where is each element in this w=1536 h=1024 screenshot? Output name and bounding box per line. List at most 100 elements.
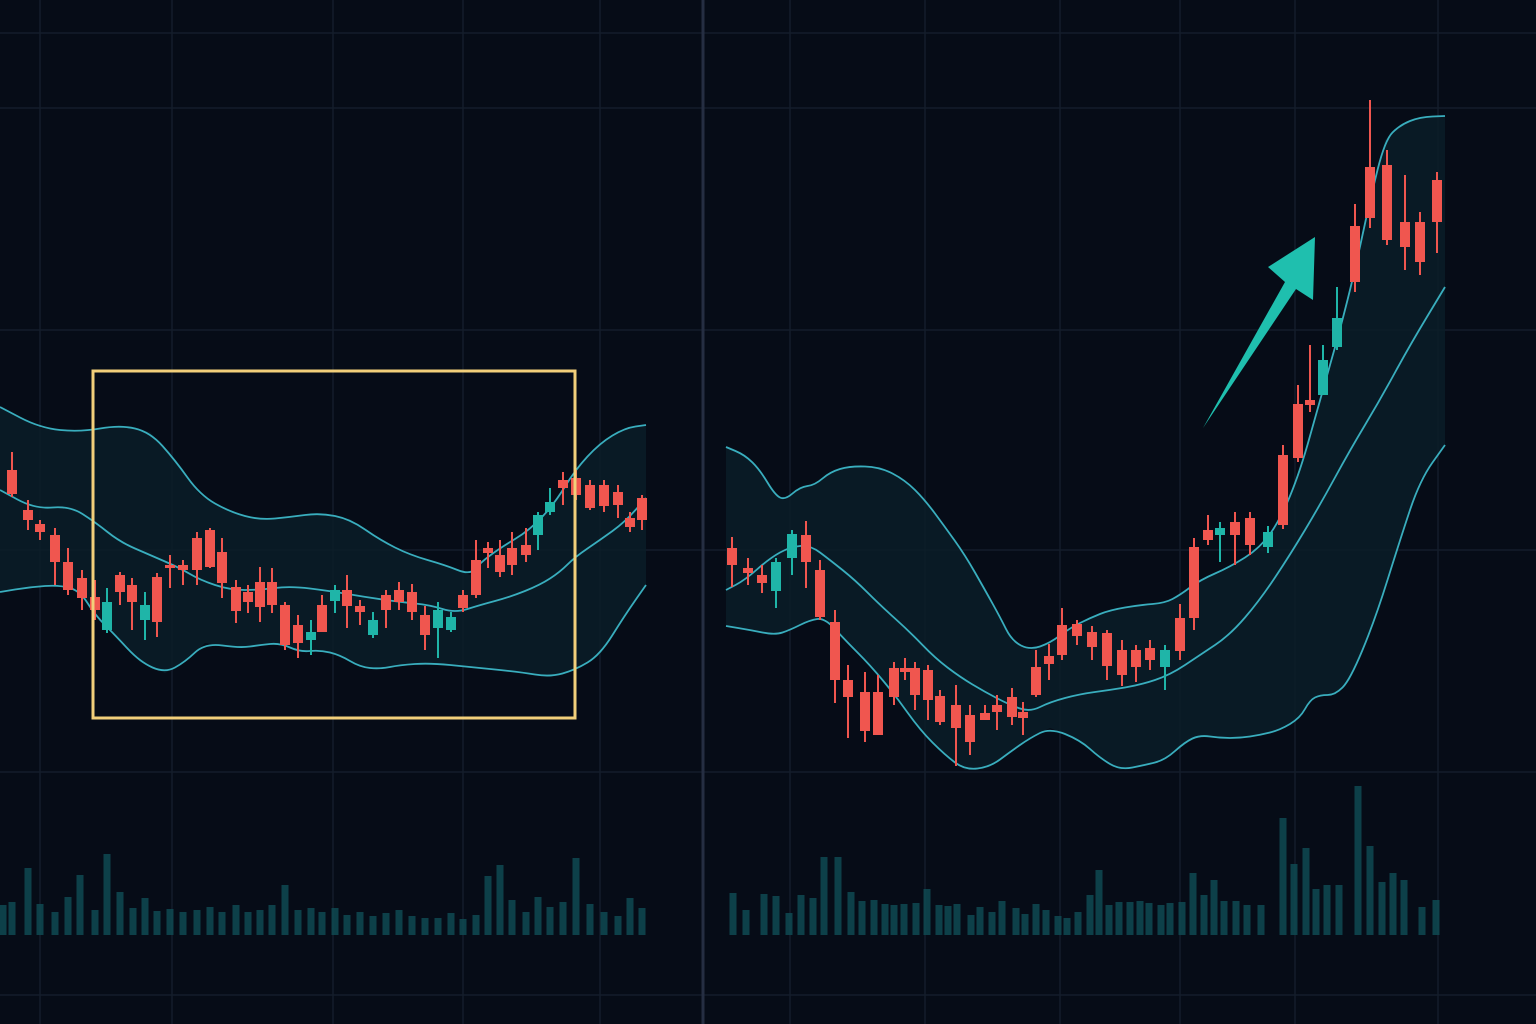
volume-bar — [760, 894, 768, 935]
volume-bar — [447, 913, 455, 935]
volume-bar — [294, 910, 302, 935]
bullish-candle — [140, 592, 150, 640]
candle-body — [801, 535, 811, 562]
bullish-candle — [771, 558, 781, 608]
candle-body — [330, 590, 340, 601]
volume-bar — [1200, 895, 1208, 935]
bearish-candle — [1350, 204, 1360, 292]
candle-body — [342, 590, 352, 606]
volume-bar — [1354, 786, 1362, 935]
bearish-candle — [243, 585, 253, 613]
bullish-candle — [102, 588, 112, 633]
volume-bar — [153, 911, 161, 935]
volume-bar — [1432, 900, 1440, 935]
volume-bar — [935, 905, 943, 935]
candle-body — [951, 705, 961, 728]
volume-bar — [1012, 908, 1020, 935]
candle-body — [757, 575, 767, 583]
volume-bar — [1418, 907, 1426, 935]
left-chart-panel — [0, 369, 647, 935]
bearish-candle — [342, 575, 352, 628]
candle-body — [407, 592, 417, 612]
volume-bar — [638, 908, 646, 935]
volume-bar — [559, 902, 567, 935]
candle-body — [1400, 222, 1410, 247]
candle-body — [533, 515, 543, 535]
bearish-candle — [889, 662, 899, 705]
volume-bars-right — [729, 786, 1440, 935]
candles-left — [7, 452, 647, 658]
candle-body — [280, 605, 290, 645]
bearish-candle — [35, 520, 45, 540]
volume-bar — [232, 905, 240, 935]
bearish-candle — [1145, 640, 1155, 670]
candle-body — [843, 680, 853, 697]
candle-body — [1189, 547, 1199, 618]
volume-bar — [1095, 870, 1103, 935]
bearish-candle — [1175, 604, 1185, 660]
volume-bar — [1302, 848, 1310, 935]
bullish-candle — [545, 488, 555, 515]
volume-bar — [1290, 864, 1298, 935]
volume-bar — [797, 895, 805, 935]
volume-bar — [369, 916, 377, 935]
volume-bar — [870, 900, 878, 935]
bearish-candle — [293, 615, 303, 658]
volume-bar — [1021, 914, 1029, 935]
volume-bar — [166, 909, 174, 935]
bearish-candle — [830, 610, 840, 703]
candle-body — [495, 555, 505, 572]
candle-body — [217, 552, 227, 583]
candle-body — [255, 582, 265, 607]
candle-body — [243, 592, 253, 602]
volume-bar — [967, 915, 975, 935]
candle-body — [860, 692, 870, 731]
bearish-candle — [381, 590, 391, 628]
candle-body — [192, 538, 202, 570]
volume-bar — [1210, 880, 1218, 935]
volume-bar — [1323, 885, 1331, 935]
volume-bar — [1086, 895, 1094, 935]
candle-body — [965, 715, 975, 742]
candle-body — [115, 575, 125, 592]
volume-bar — [218, 912, 226, 935]
bearish-candle — [192, 532, 202, 585]
bollinger-band-fill-right — [726, 116, 1445, 770]
bearish-candle — [1057, 608, 1067, 660]
bearish-candle — [613, 485, 623, 518]
bearish-candle — [165, 555, 175, 588]
candle-body — [178, 565, 188, 570]
volume-bar — [1145, 903, 1153, 935]
volume-bar — [472, 915, 480, 935]
bollinger-upper-band — [725, 115, 1446, 649]
bearish-candle — [923, 665, 933, 720]
volume-bar — [24, 868, 32, 935]
right-chart-panel — [725, 100, 1446, 935]
volume-bar — [1032, 904, 1040, 935]
candle-body — [205, 530, 215, 567]
volume-bar — [600, 912, 608, 935]
bearish-candle — [1293, 385, 1303, 462]
bullish-candle — [1318, 345, 1328, 395]
volume-bar — [834, 857, 842, 935]
volume-bars-left — [0, 854, 646, 935]
bearish-candle — [63, 548, 73, 595]
bearish-candle — [1382, 150, 1392, 245]
volume-bar — [64, 897, 72, 935]
candle-body — [1087, 632, 1097, 647]
volume-bar — [179, 912, 187, 935]
bearish-candle — [1131, 645, 1141, 682]
bearish-candle — [507, 532, 517, 575]
candle-body — [1007, 697, 1017, 717]
candle-body — [293, 625, 303, 643]
candle-body — [446, 617, 456, 630]
candle-body — [1057, 625, 1067, 655]
volume-bar — [8, 902, 16, 935]
bearish-candle — [267, 568, 277, 613]
candle-body — [1350, 226, 1360, 282]
volume-bar — [1378, 882, 1386, 935]
candle-body — [394, 590, 404, 602]
bullish-candle — [787, 530, 797, 575]
candle-body — [935, 696, 945, 722]
bearish-candle — [637, 495, 647, 530]
